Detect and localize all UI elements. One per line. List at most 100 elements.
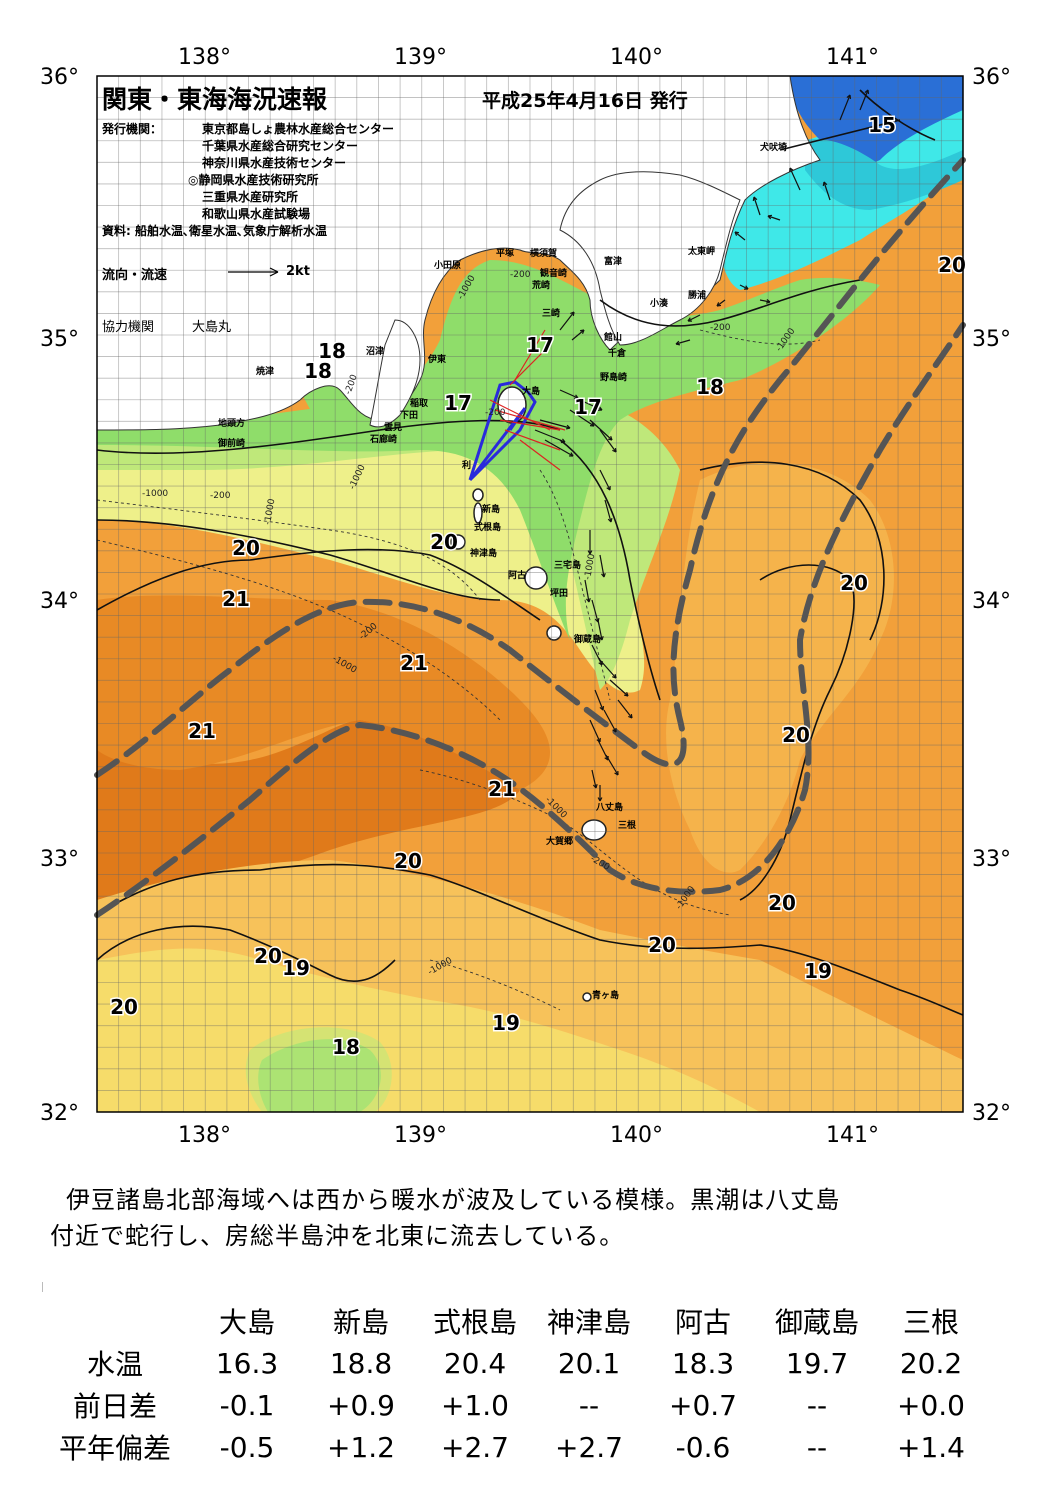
ship-current-arrow	[519, 439, 561, 471]
place-label: 勝浦	[688, 291, 707, 301]
current-arrow	[584, 579, 590, 603]
current-arrowhead	[565, 424, 571, 430]
mid-warm-east	[666, 462, 894, 873]
ship-current-arrow	[489, 399, 551, 431]
lon-label-top: 140°	[610, 45, 663, 70]
table-cell: 20.2	[899, 1346, 963, 1380]
place-label: 利	[462, 461, 472, 471]
isotherm-label: 20	[938, 253, 966, 277]
place-label: 三根	[618, 821, 637, 831]
isotherm-label: 20	[648, 933, 676, 957]
current-arrow	[599, 659, 617, 679]
current-arrowhead	[607, 436, 613, 441]
current-arrow	[571, 329, 585, 341]
column-header: 神津島	[546, 1306, 631, 1339]
current-arrow	[589, 719, 601, 743]
current-arrowhead	[612, 673, 617, 679]
island-niijima	[473, 502, 483, 524]
column-header: 大島	[218, 1306, 275, 1339]
place-label: 観音崎	[540, 269, 568, 279]
lat-label-right: 34°	[972, 589, 1011, 614]
place-label: 御蔵島	[574, 635, 602, 645]
island-toshima	[472, 488, 484, 502]
lon-label-bottom: 141°	[826, 1123, 879, 1148]
current-arrowhead	[573, 394, 579, 399]
current-arrow	[591, 769, 597, 789]
land-izu-peninsula	[369, 319, 421, 428]
current-arrowhead	[601, 573, 606, 578]
isotherm-label: 17	[574, 395, 602, 419]
isotherm-label: 17	[444, 391, 472, 415]
table-cell: +1.2	[327, 1430, 395, 1464]
table-cell: 19.7	[785, 1346, 849, 1380]
column-header: 阿古	[674, 1306, 731, 1339]
place-label: 八丈島	[596, 803, 624, 813]
current-arrowhead	[570, 311, 575, 317]
lat-label-right: 33°	[972, 847, 1011, 872]
agency-item: 和歌山県水産試験場	[202, 207, 311, 221]
current-arrow	[859, 89, 869, 111]
place-label: 坪田	[550, 589, 569, 599]
summary-line: 付近で蛇行し、房総半島沖を北東に流去している。	[50, 1222, 625, 1250]
current-arrow	[569, 409, 595, 427]
agency-item: ◎静岡県水産技術研究所	[188, 173, 319, 187]
current-arrow	[605, 754, 619, 776]
current-arrow	[734, 231, 746, 241]
row-label: 水温	[86, 1348, 143, 1381]
isotherm-label: 20	[768, 891, 796, 915]
table-cell: -0.1	[219, 1388, 275, 1422]
isotherm-label: 19	[804, 959, 832, 983]
column-header: 新島	[332, 1306, 389, 1339]
current-arrowhead	[586, 598, 591, 603]
current-arrowhead	[592, 783, 598, 789]
table-row: 前日差 -0.1 +0.9 +1.0 -- +0.7 -- +0.0	[40, 1384, 988, 1426]
table-cell: +0.9	[327, 1388, 395, 1422]
current-arrow	[753, 196, 761, 216]
table-cell: +2.7	[555, 1430, 623, 1464]
table-cell: 18.8	[329, 1346, 393, 1380]
isotherm-label: 18	[696, 375, 724, 399]
lon-label-top: 141°	[826, 45, 879, 70]
ship-current-arrow	[494, 409, 566, 431]
place-label: 新島	[482, 505, 501, 515]
place-label: 阿古	[508, 571, 527, 581]
current-arrow	[604, 499, 612, 523]
current-arrow	[839, 94, 851, 121]
current-arrowhead	[628, 713, 633, 719]
place-label: 野島崎	[600, 373, 628, 383]
depth-label: -1000	[263, 498, 277, 526]
isotherm-label: 20	[232, 536, 260, 560]
isotherm-label: 21	[488, 777, 516, 801]
axis-labels: 138° 139° 140° 141° 138° 139° 140° 141° …	[40, 45, 1011, 1148]
island-miyakejima	[524, 566, 548, 590]
current-arrow	[687, 314, 701, 322]
place-label: 下田	[400, 411, 419, 421]
issue-date: 平成25年4月16日 発行	[482, 90, 688, 112]
current-arrowhead	[560, 438, 566, 444]
isotherm-label: 21	[400, 651, 428, 675]
place-label: 御前崎	[218, 439, 246, 449]
land-honshu	[96, 75, 821, 431]
table-cell: 20.1	[557, 1346, 621, 1380]
current-arrow	[539, 419, 571, 429]
depth-label: -200	[485, 408, 506, 418]
current-arrow	[579, 399, 603, 411]
column-header: 御蔵島	[774, 1306, 859, 1339]
place-label: 石廊崎	[370, 435, 398, 445]
place-label: 焼津	[256, 367, 275, 377]
flow-scale-arrow	[228, 267, 279, 277]
place-label: 太東岬	[688, 247, 716, 257]
place-label: 地頭方	[218, 419, 246, 429]
divider-mark	[42, 1282, 43, 1292]
depth-label: -200	[210, 491, 231, 501]
lon-label-bottom: 139°	[394, 1123, 447, 1148]
flow-legend-label: 流向・流速	[102, 268, 168, 283]
table-cell: 18.3	[671, 1346, 735, 1380]
current-arrow	[591, 599, 599, 623]
lon-label-bottom: 138°	[178, 1123, 231, 1148]
land-boso	[559, 171, 741, 346]
table-cell: +1.4	[897, 1430, 965, 1464]
current-arrowhead	[612, 447, 617, 453]
current-arrow	[559, 389, 579, 399]
current-arrowhead	[587, 550, 593, 555]
